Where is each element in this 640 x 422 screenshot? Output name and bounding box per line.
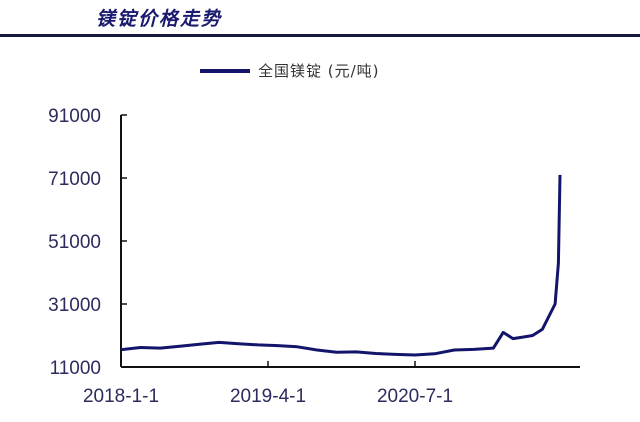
y-tick-label: 31000 — [48, 295, 101, 316]
x-tick-label: 2020-7-1 — [377, 386, 453, 407]
x-tick-label: 2018-1-1 — [83, 386, 159, 407]
price-line — [120, 174, 562, 357]
y-tick-label: 91000 — [48, 106, 101, 127]
chart-legend: 全国镁锭 (元/吨) — [200, 60, 380, 81]
legend-line-swatch — [200, 68, 250, 73]
chart-title: 镁锭价格走势 — [96, 8, 223, 30]
x-tick-label: 2019-4-1 — [230, 386, 306, 407]
y-tick-label: 71000 — [48, 169, 101, 190]
y-tick-label: 51000 — [48, 232, 101, 253]
title-divider — [0, 34, 640, 37]
legend-label: 全国镁锭 (元/吨) — [258, 62, 380, 80]
y-tick-label: 11000 — [50, 358, 101, 379]
